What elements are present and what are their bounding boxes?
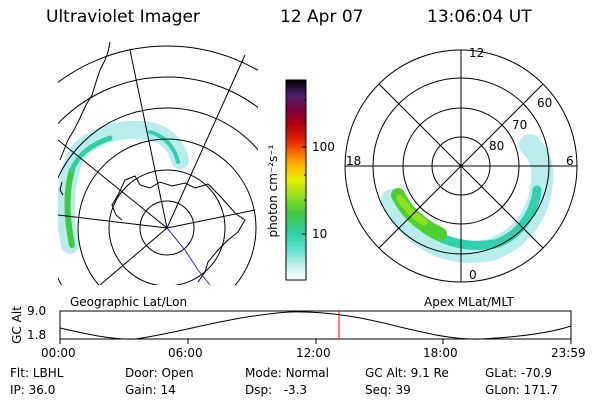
time-tick-1800: 18:00 [423,346,458,360]
lat-label-70: 70 [512,118,528,132]
altitude-tick-9: 9.0 [27,304,47,318]
date-label: 12 Apr 07 [280,7,364,27]
mlt-label-18: 18 [346,154,362,168]
altitude-plot [59,310,572,344]
colorbar-tick-100: 100 [312,140,335,154]
info-gain: Gain: 14 [125,383,176,397]
info-dsp: Dsp: -3.3 [245,383,308,397]
mlt-label-0: 0 [469,268,477,282]
info-glon: GLon: 171.7 [485,383,558,397]
colorbar-tick-10: 10 [312,227,328,241]
instrument-title: Ultraviolet Imager [46,7,200,27]
time-tick-0000: 00:00 [41,346,76,360]
altitude-curve [59,311,572,340]
info-door: Door: Open [125,366,194,380]
geographic-map [58,41,258,285]
meridians [58,49,256,285]
colorbar-label: photon cm⁻²s⁻¹ [266,144,280,238]
mlt-label-6: 6 [566,154,574,168]
latitude-circles [58,45,258,285]
altitude-axis-label: GC Alt [10,306,24,344]
coastline-antarctica [117,175,246,283]
polar-plot [344,49,578,283]
time-tick-2359: 23:59 [551,346,586,360]
right-panel-caption: Apex MLat/MLT [424,295,514,309]
left-panel-caption: Geographic Lat/Lon [70,295,188,309]
coastline-new-zealand [59,59,106,161]
lat-label-80: 80 [489,139,505,153]
aurora-core-left [64,167,75,248]
time-tick-1200: 12:00 [296,346,331,360]
info-glat: GLat: -70.9 [485,366,552,380]
altitude-tick-1-8: 1.8 [27,328,47,342]
colorbar [285,79,307,281]
info-gc-alt: GC Alt: 9.1 Re [365,366,449,380]
aurora-oval-right [381,134,554,263]
info-mode: Mode: Normal [245,366,329,380]
orbit-track [166,227,211,285]
mlt-label-12: 12 [469,46,485,60]
info-ip: IP: 36.0 [10,383,56,397]
time-label: 13:06:04 UT [427,7,532,27]
lat-label-60: 60 [537,96,553,110]
info-flt: Flt: LBHL [10,366,64,380]
time-tick-0600: 06:00 [168,346,203,360]
info-seq: Seq: 39 [365,383,411,397]
